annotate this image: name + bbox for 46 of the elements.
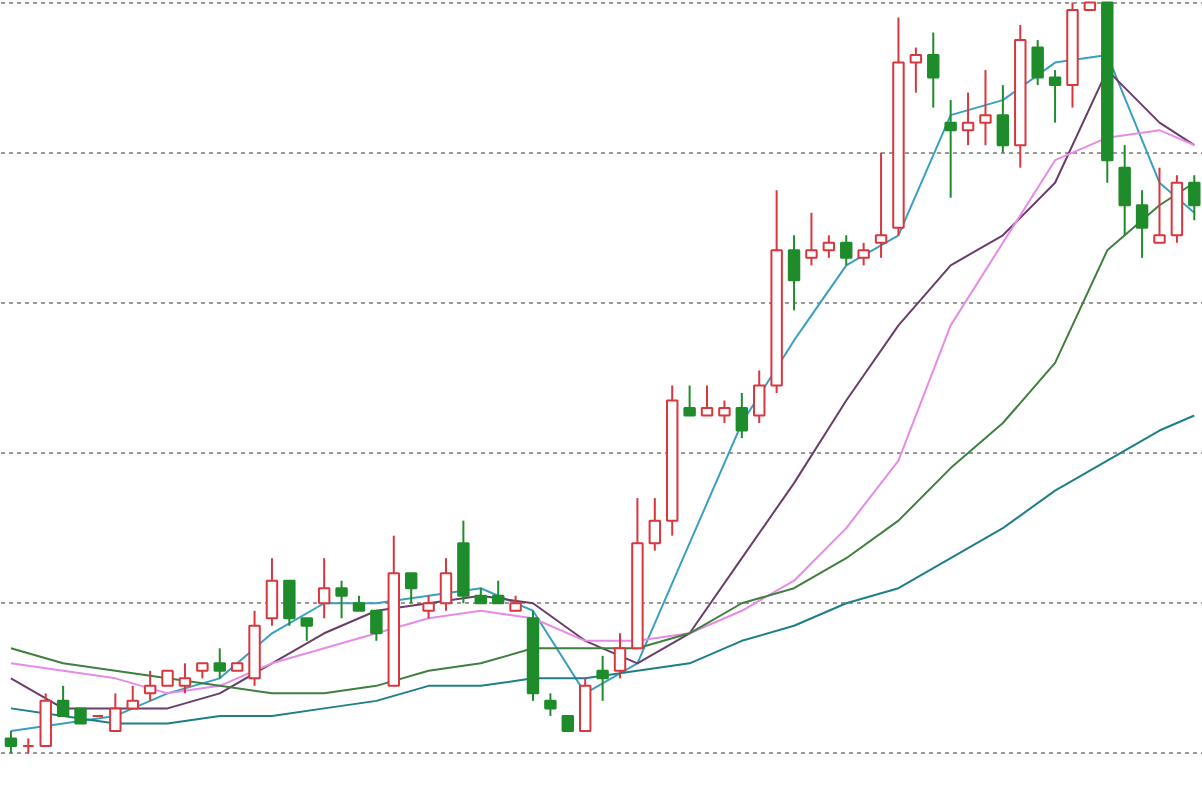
- candlestick: [1153, 166, 1166, 244]
- candlestick: [909, 46, 923, 94]
- candlestick: [683, 384, 696, 417]
- candlestick: [718, 399, 731, 425]
- candlestick: [213, 647, 226, 680]
- candlestick: [578, 677, 592, 732]
- candlestick: [439, 557, 453, 612]
- candlestick: [109, 692, 122, 732]
- candlestick: [840, 234, 853, 267]
- candlestick: [143, 669, 157, 702]
- candlestick: [126, 684, 139, 710]
- candlestick: [735, 391, 749, 440]
- candlestick: [857, 241, 870, 267]
- candlestick: [996, 84, 1010, 154]
- candlestick: [178, 662, 192, 695]
- candlestick: [1188, 174, 1201, 222]
- candlestick: [944, 99, 957, 199]
- candlestick: [56, 684, 70, 717]
- candlestick: [1031, 39, 1044, 87]
- candlestick: [544, 692, 557, 717]
- candlestick: [491, 579, 505, 605]
- candlestick: [648, 497, 662, 552]
- candlestick: [805, 211, 818, 267]
- candlestick: [700, 384, 714, 417]
- candlestick: [979, 69, 992, 147]
- candlestick: [300, 617, 313, 642]
- candlestick: [370, 609, 383, 642]
- candlestick: [961, 91, 975, 147]
- candlestick: [822, 234, 836, 259]
- candlestick: [1048, 69, 1062, 124]
- candlestick: [596, 654, 609, 702]
- candlestick: [404, 572, 418, 605]
- candlestick: [1118, 144, 1131, 237]
- candlestick: [317, 557, 331, 620]
- candlestick: [753, 369, 766, 425]
- candlestick: [283, 579, 296, 627]
- candlestick: [613, 632, 627, 680]
- candlestick: [422, 594, 435, 620]
- candlestick: [787, 234, 801, 312]
- candlestick: [265, 557, 279, 627]
- candlestick: [335, 579, 348, 620]
- candlestick: [927, 31, 940, 109]
- candlestick: [874, 151, 888, 259]
- candlestick: [39, 692, 52, 747]
- candlestick: [4, 729, 18, 755]
- candlestick: [1135, 189, 1149, 259]
